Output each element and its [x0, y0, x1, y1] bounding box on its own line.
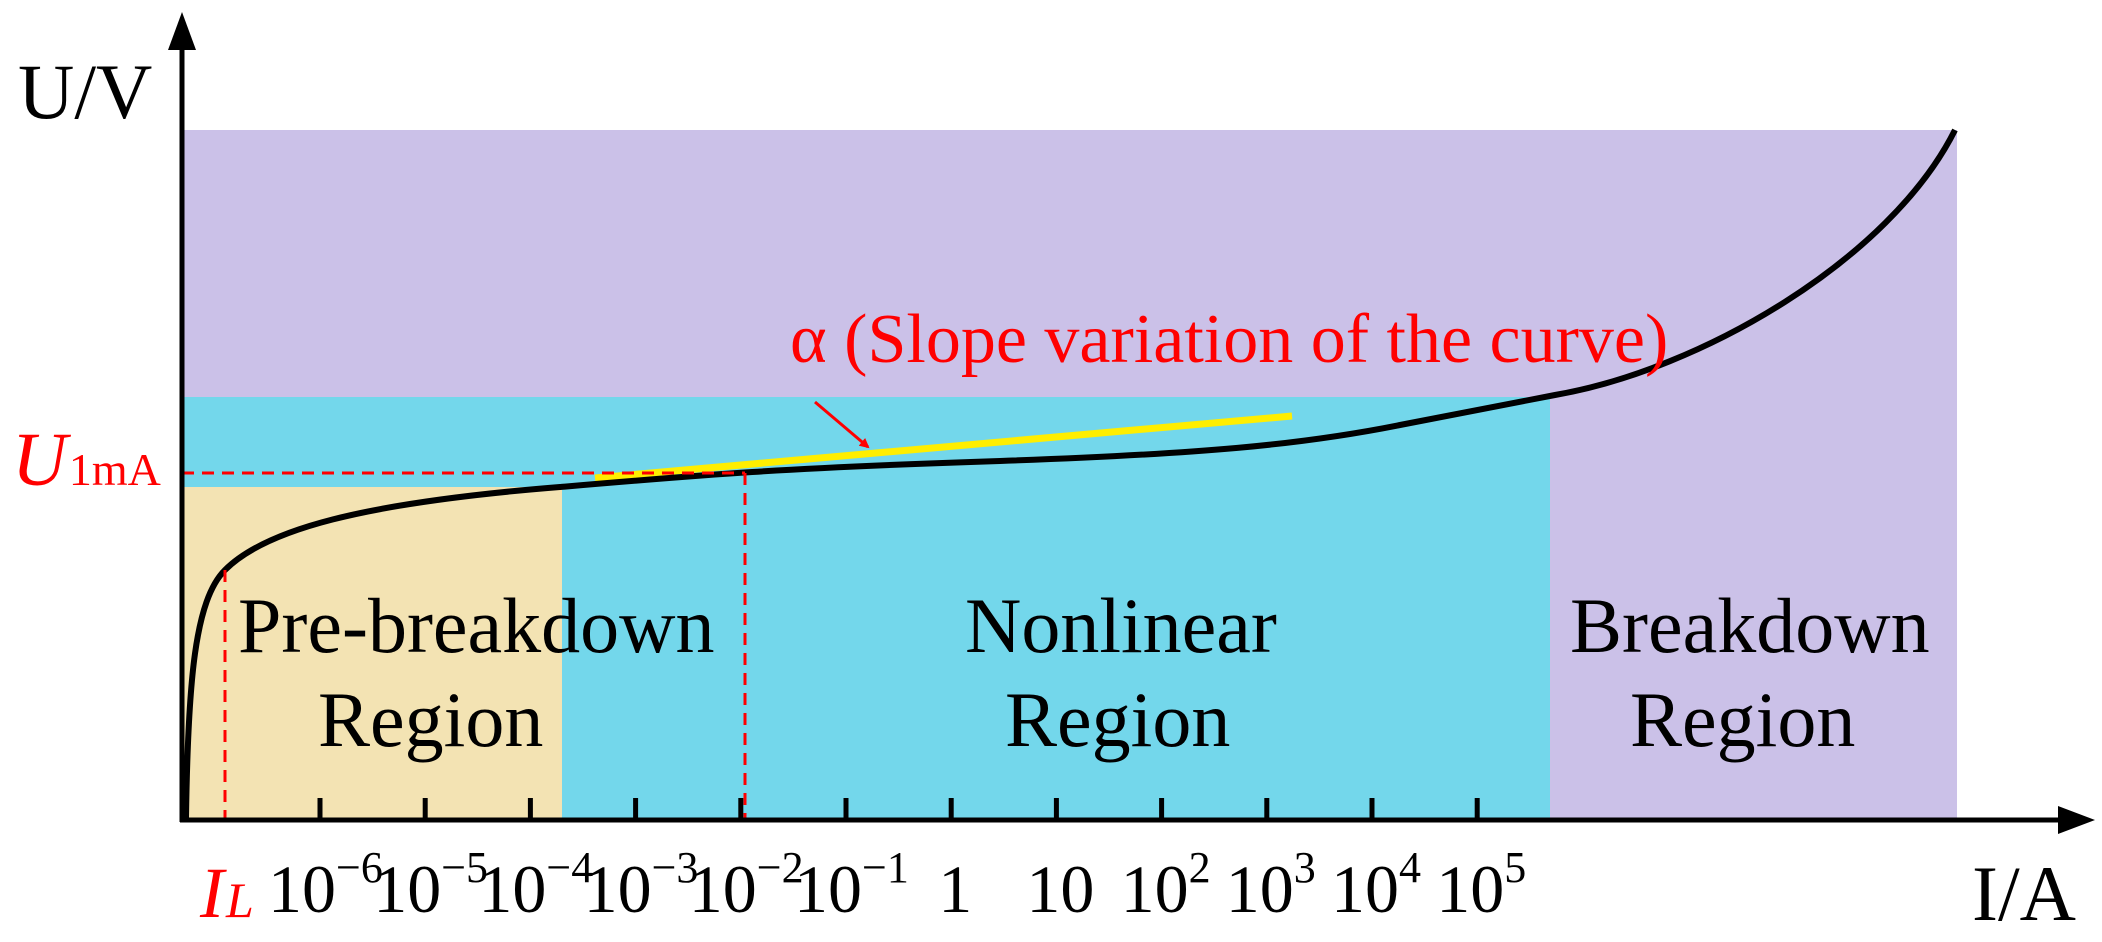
- x-tick-label: 1: [938, 851, 972, 927]
- pre-breakdown-label-line1: Pre-breakdown: [238, 582, 715, 669]
- x-tick-label: 10−1: [794, 843, 909, 927]
- breakdown-label-line2: Region: [1630, 676, 1855, 763]
- x-axis-arrowhead: [2058, 806, 2095, 834]
- nonlinear-label-line2: Region: [1005, 676, 1230, 763]
- pre-breakdown-region-bg: [182, 487, 562, 820]
- x-tick-label: 102: [1121, 843, 1211, 927]
- slope-annotation: α (Slope variation of the curve): [790, 301, 1668, 378]
- slope-tangent-line: [594, 412, 1293, 482]
- pre-breakdown-label-line2: Region: [318, 676, 543, 763]
- x-tick-label: 10−2: [689, 843, 804, 927]
- x-tick-label: 10: [1026, 851, 1094, 927]
- y-axis-label: U/V: [18, 48, 152, 135]
- x-tick-label: 10−5: [373, 843, 488, 927]
- vi-curve: [183, 128, 1958, 819]
- x-tick-label: 105: [1436, 843, 1526, 927]
- x-tick-label: 104: [1331, 843, 1421, 927]
- x-tick-label: 103: [1226, 843, 1316, 927]
- annotation-arrow: [814, 400, 870, 449]
- x-tick-label: 10−6: [268, 843, 383, 927]
- u1ma-label: U1mA: [12, 418, 161, 502]
- x-tick-label: 10−3: [584, 843, 699, 927]
- x-tick-label: 10−4: [478, 843, 593, 927]
- x-axis-label: I/A: [1972, 850, 2076, 937]
- il-label: IL: [199, 853, 254, 933]
- nonlinear-label-line1: Nonlinear: [965, 582, 1277, 669]
- breakdown-label-line1: Breakdown: [1570, 582, 1930, 669]
- y-axis-arrowhead: [168, 12, 196, 50]
